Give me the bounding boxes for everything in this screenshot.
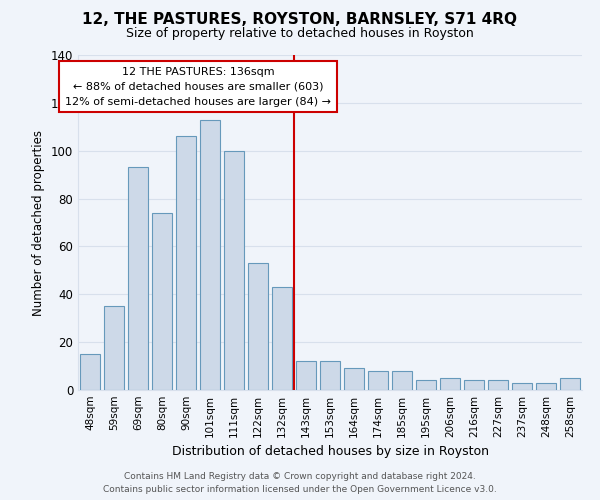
Text: 12 THE PASTURES: 136sqm
← 88% of detached houses are smaller (603)
12% of semi-d: 12 THE PASTURES: 136sqm ← 88% of detache… bbox=[65, 67, 331, 106]
Bar bbox=[104, 306, 124, 390]
Text: 12, THE PASTURES, ROYSTON, BARNSLEY, S71 4RQ: 12, THE PASTURES, ROYSTON, BARNSLEY, S71… bbox=[83, 12, 517, 28]
Bar bbox=[536, 383, 556, 390]
Text: Contains HM Land Registry data © Crown copyright and database right 2024.
Contai: Contains HM Land Registry data © Crown c… bbox=[103, 472, 497, 494]
Bar bbox=[560, 378, 580, 390]
Bar bbox=[128, 168, 148, 390]
Bar bbox=[488, 380, 508, 390]
Bar bbox=[248, 263, 268, 390]
Bar bbox=[224, 150, 244, 390]
Bar bbox=[176, 136, 196, 390]
Bar bbox=[296, 362, 316, 390]
Bar bbox=[80, 354, 100, 390]
Bar bbox=[152, 213, 172, 390]
Bar bbox=[368, 371, 388, 390]
Bar bbox=[344, 368, 364, 390]
X-axis label: Distribution of detached houses by size in Royston: Distribution of detached houses by size … bbox=[172, 446, 488, 458]
Bar bbox=[464, 380, 484, 390]
Text: Size of property relative to detached houses in Royston: Size of property relative to detached ho… bbox=[126, 28, 474, 40]
Bar bbox=[272, 287, 292, 390]
Bar bbox=[512, 383, 532, 390]
Bar bbox=[440, 378, 460, 390]
Bar bbox=[392, 371, 412, 390]
Bar bbox=[416, 380, 436, 390]
Bar bbox=[200, 120, 220, 390]
Y-axis label: Number of detached properties: Number of detached properties bbox=[32, 130, 45, 316]
Bar bbox=[320, 362, 340, 390]
